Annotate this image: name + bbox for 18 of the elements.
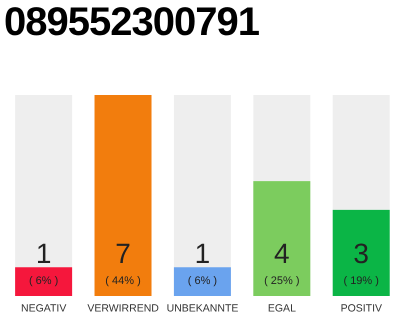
x-tick-label: UNBEKANNTE <box>166 302 238 314</box>
data-label: 1 <box>194 238 210 269</box>
annotation: ( 19% ) <box>343 275 379 287</box>
bar <box>15 267 72 296</box>
annotation: ( 25% ) <box>264 275 300 287</box>
data-label: 4 <box>274 238 290 269</box>
data-label: 1 <box>36 238 52 269</box>
chart-title: 089552300791 <box>4 0 259 45</box>
data-label: 3 <box>353 238 370 269</box>
annotation: ( 6% ) <box>188 275 218 287</box>
data-label: 7 <box>115 238 131 269</box>
annotation: ( 6% ) <box>28 275 58 287</box>
x-tick-label: VERWIRREND <box>87 302 160 314</box>
bar <box>174 267 231 296</box>
x-tick-label: NEGATIV <box>21 302 66 314</box>
x-tick-label: EGAL <box>268 302 296 314</box>
x-tick-label: POSITIV <box>340 302 382 314</box>
annotation: ( 44% ) <box>105 275 141 287</box>
